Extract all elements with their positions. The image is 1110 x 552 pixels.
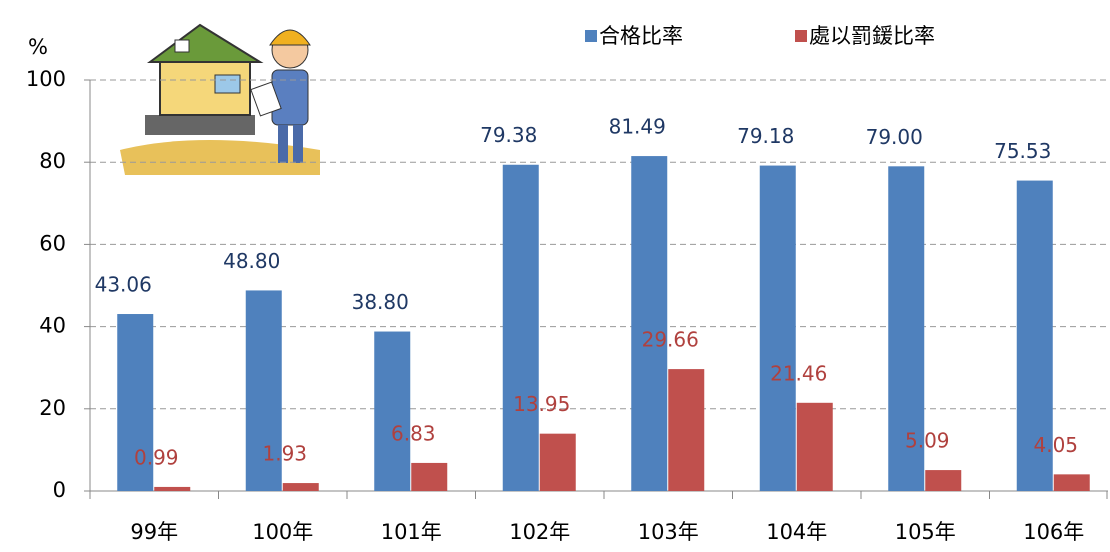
- bar: [411, 463, 447, 491]
- value-label: 4.05: [1033, 433, 1078, 457]
- legend-label: 合格比率: [599, 24, 683, 48]
- x-tick-label: 101年: [381, 520, 442, 544]
- value-label: 5.09: [905, 429, 950, 453]
- bar: [760, 166, 796, 491]
- x-tick-label: 103年: [638, 520, 699, 544]
- bar: [797, 403, 833, 491]
- y-tick-label: 80: [39, 149, 66, 173]
- bar: [631, 156, 667, 491]
- value-label: 29.66: [642, 328, 699, 352]
- x-tick-label: 102年: [509, 520, 570, 544]
- x-tick-label: 106年: [1023, 520, 1084, 544]
- x-tick-label: 105年: [895, 520, 956, 544]
- chart: % 0 20 40 60 80 100 99年 43.06 0.99 100年 48.80 1.93 1…: [0, 0, 1110, 552]
- y-axis-label: %: [28, 35, 48, 59]
- bar: [1054, 474, 1090, 491]
- bar: [503, 165, 539, 491]
- bar: [540, 434, 576, 491]
- legend-swatch: [795, 30, 807, 42]
- legend-swatch: [585, 30, 597, 42]
- x-tick-label: 104年: [766, 520, 827, 544]
- bar: [374, 332, 410, 491]
- y-tick-label: 40: [39, 314, 66, 338]
- value-label: 38.80: [352, 290, 409, 314]
- y-tick-label: 20: [39, 396, 66, 420]
- bar: [283, 483, 319, 491]
- value-label: 79.18: [737, 124, 794, 148]
- value-label: 43.06: [95, 273, 152, 297]
- bar: [925, 470, 961, 491]
- y-tick-label: 60: [39, 231, 66, 255]
- value-label: 6.83: [391, 421, 436, 445]
- value-label: 48.80: [223, 249, 280, 273]
- value-label: 0.99: [134, 445, 179, 469]
- illustration: [120, 25, 320, 175]
- value-label: 75.53: [994, 139, 1051, 163]
- y-tick-label: 0: [53, 478, 66, 502]
- legend-label: 處以罰鍰比率: [809, 24, 935, 48]
- value-label: 21.46: [770, 361, 827, 385]
- value-label: 79.38: [480, 123, 537, 147]
- value-label: 13.95: [513, 392, 570, 416]
- bar: [154, 487, 190, 491]
- bar: [668, 369, 704, 491]
- value-label: 79.00: [866, 125, 923, 149]
- x-tick-label: 100年: [252, 520, 313, 544]
- value-label: 81.49: [609, 115, 666, 139]
- x-tick-label: 99年: [130, 520, 178, 544]
- y-tick-label: 100: [26, 67, 66, 91]
- value-label: 1.93: [262, 442, 307, 466]
